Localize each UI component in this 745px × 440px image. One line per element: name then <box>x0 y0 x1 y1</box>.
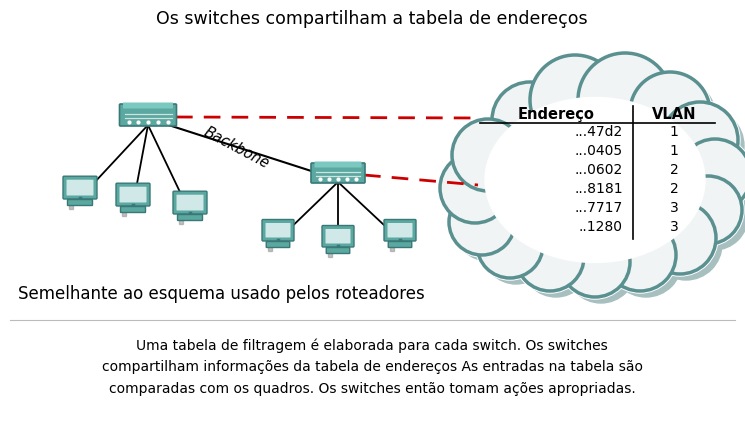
FancyBboxPatch shape <box>326 229 350 243</box>
Circle shape <box>514 221 586 293</box>
FancyBboxPatch shape <box>116 183 150 206</box>
Text: 2: 2 <box>670 163 679 177</box>
Circle shape <box>516 223 584 291</box>
Circle shape <box>492 82 568 158</box>
Circle shape <box>450 117 526 193</box>
FancyBboxPatch shape <box>262 220 294 241</box>
FancyBboxPatch shape <box>265 223 291 238</box>
Text: ...8181: ...8181 <box>574 182 623 196</box>
Text: compartilham informações da tabela de endereços As entradas na tabela são: compartilham informações da tabela de en… <box>101 360 642 374</box>
Circle shape <box>610 225 682 297</box>
Circle shape <box>672 174 744 246</box>
Circle shape <box>674 176 742 244</box>
Circle shape <box>558 225 632 299</box>
Circle shape <box>628 70 712 154</box>
Circle shape <box>446 159 516 229</box>
FancyBboxPatch shape <box>173 191 207 214</box>
Circle shape <box>584 59 678 153</box>
Circle shape <box>662 102 738 178</box>
Circle shape <box>668 108 744 184</box>
Circle shape <box>452 119 524 191</box>
FancyBboxPatch shape <box>177 215 203 220</box>
Circle shape <box>536 61 626 151</box>
Circle shape <box>455 195 521 261</box>
FancyBboxPatch shape <box>314 161 361 168</box>
Circle shape <box>644 202 716 274</box>
Circle shape <box>438 151 512 225</box>
FancyBboxPatch shape <box>322 225 354 247</box>
Text: Os switches compartilham a tabela de endereços: Os switches compartilham a tabela de end… <box>156 10 588 28</box>
Circle shape <box>475 210 545 280</box>
FancyBboxPatch shape <box>384 220 416 241</box>
FancyBboxPatch shape <box>123 103 173 109</box>
Text: Uma tabela de filtragem é elaborada para cada switch. Os switches: Uma tabela de filtragem é elaborada para… <box>136 338 608 352</box>
FancyBboxPatch shape <box>266 242 290 247</box>
FancyBboxPatch shape <box>119 104 177 126</box>
Circle shape <box>458 125 530 197</box>
FancyBboxPatch shape <box>311 163 365 183</box>
Circle shape <box>449 189 515 255</box>
Circle shape <box>680 182 745 250</box>
Text: 1: 1 <box>670 125 679 139</box>
Circle shape <box>685 145 745 217</box>
Text: VLAN: VLAN <box>652 106 697 121</box>
Text: Endereço: Endereço <box>518 106 595 121</box>
FancyBboxPatch shape <box>387 223 413 238</box>
Circle shape <box>660 100 740 180</box>
Circle shape <box>602 217 678 293</box>
Text: ...0405: ...0405 <box>575 144 623 158</box>
Text: Backbone: Backbone <box>202 125 273 172</box>
Circle shape <box>677 137 745 213</box>
Circle shape <box>447 187 517 257</box>
Text: ..1280: ..1280 <box>579 220 623 234</box>
Circle shape <box>650 208 722 280</box>
Circle shape <box>576 51 674 149</box>
Text: 3: 3 <box>670 220 679 234</box>
FancyBboxPatch shape <box>388 242 412 247</box>
Text: comparadas com os quadros. Os switches então tomam ações apropriadas.: comparadas com os quadros. Os switches e… <box>109 382 635 396</box>
FancyBboxPatch shape <box>119 187 147 202</box>
Circle shape <box>578 53 672 147</box>
FancyBboxPatch shape <box>63 176 97 199</box>
Text: Semelhante ao esquema usado pelos roteadores: Semelhante ao esquema usado pelos rotead… <box>18 285 425 303</box>
Circle shape <box>604 219 676 291</box>
Circle shape <box>477 212 543 278</box>
Text: ...0602: ...0602 <box>574 163 623 177</box>
FancyBboxPatch shape <box>177 194 203 210</box>
Circle shape <box>522 229 590 297</box>
FancyBboxPatch shape <box>326 247 349 253</box>
Circle shape <box>566 233 636 303</box>
Ellipse shape <box>485 98 705 263</box>
Circle shape <box>560 227 630 297</box>
Circle shape <box>528 53 622 147</box>
FancyBboxPatch shape <box>68 199 92 205</box>
FancyBboxPatch shape <box>66 180 94 195</box>
Circle shape <box>679 139 745 211</box>
Circle shape <box>530 55 620 145</box>
Text: ...7717: ...7717 <box>574 201 623 215</box>
Circle shape <box>636 78 716 158</box>
Circle shape <box>440 153 510 223</box>
FancyBboxPatch shape <box>121 206 145 213</box>
Circle shape <box>490 80 570 160</box>
Text: 2: 2 <box>670 182 679 196</box>
Circle shape <box>483 218 549 284</box>
Circle shape <box>630 72 710 152</box>
Text: 1: 1 <box>670 144 679 158</box>
Text: 3: 3 <box>670 201 679 215</box>
Circle shape <box>498 88 574 164</box>
Circle shape <box>642 200 718 276</box>
Text: ...47d2: ...47d2 <box>574 125 623 139</box>
